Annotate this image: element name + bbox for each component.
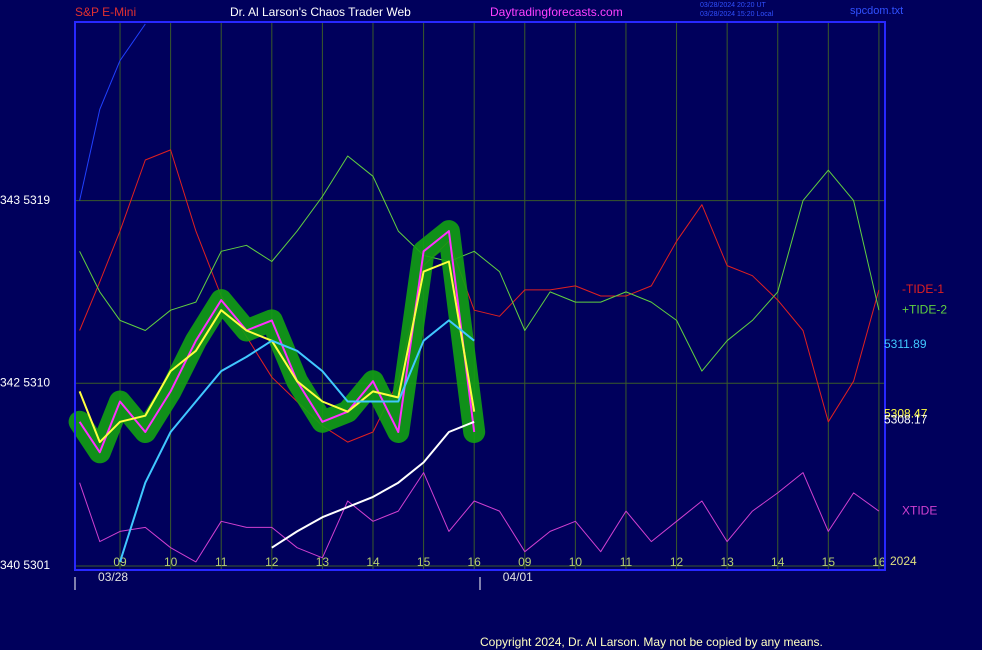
x-tick-label: 16 <box>468 555 482 569</box>
x-tick-label: 11 <box>215 555 228 569</box>
date-label: 03/28 <box>98 570 128 584</box>
x-tick-label: 13 <box>316 555 330 569</box>
x-tick-label: 13 <box>720 555 734 569</box>
symbol: S&P E-Mini <box>75 5 136 19</box>
file-name: spcdom.txt <box>850 5 903 17</box>
year: 2024 <box>890 554 917 568</box>
site: Daytradingforecasts.com <box>490 5 623 19</box>
value-label: 5308.47 <box>884 406 928 420</box>
x-tick-label: 12 <box>265 555 279 569</box>
x-tick-label: 10 <box>569 555 583 569</box>
chart-title: Dr. Al Larson's Chaos Trader Web <box>230 5 411 19</box>
value-label: 5311.89 <box>884 337 927 351</box>
x-tick-label: 12 <box>670 555 684 569</box>
x-tick-label: 15 <box>417 555 431 569</box>
series-line <box>79 23 146 201</box>
x-tick-label: 09 <box>518 555 532 569</box>
y-tick-label: 340 5301 <box>0 558 50 572</box>
x-tick-label: 14 <box>366 555 380 569</box>
time-ut: 03/28/2024 20:20 UT <box>700 2 766 9</box>
x-tick-label: 16 <box>872 555 886 569</box>
x-tick-label: 15 <box>822 555 836 569</box>
y-tick-label: 342 5310 <box>0 375 50 389</box>
time-local: 03/28/2024 15:20 Local <box>700 11 774 18</box>
x-tick-label: 14 <box>771 555 785 569</box>
series-line <box>79 155 880 372</box>
date-label: 04/01 <box>503 570 533 584</box>
legend-label: -TIDE-1 <box>902 282 944 296</box>
copyright: Copyright 2024, Dr. Al Larson. May not b… <box>480 635 823 649</box>
plot-border <box>74 21 886 571</box>
x-tick-label: 11 <box>620 555 633 569</box>
legend-label: +TIDE-2 <box>902 302 947 316</box>
series-line <box>79 472 880 563</box>
series-line <box>119 319 475 563</box>
plot-area: 343 5319 342 5310 340 5301 09 10 11 12 13 14 15 16… <box>0 22 886 584</box>
series-line <box>79 149 880 443</box>
legend-label: XTIDE <box>902 503 937 517</box>
x-tick-label: 10 <box>164 555 178 569</box>
y-tick-label: 343 5319 <box>0 193 50 207</box>
value-label: 5308.17 <box>884 413 928 427</box>
series-line <box>271 420 475 549</box>
x-tick-label: 09 <box>113 555 127 569</box>
series-line <box>78 230 476 454</box>
